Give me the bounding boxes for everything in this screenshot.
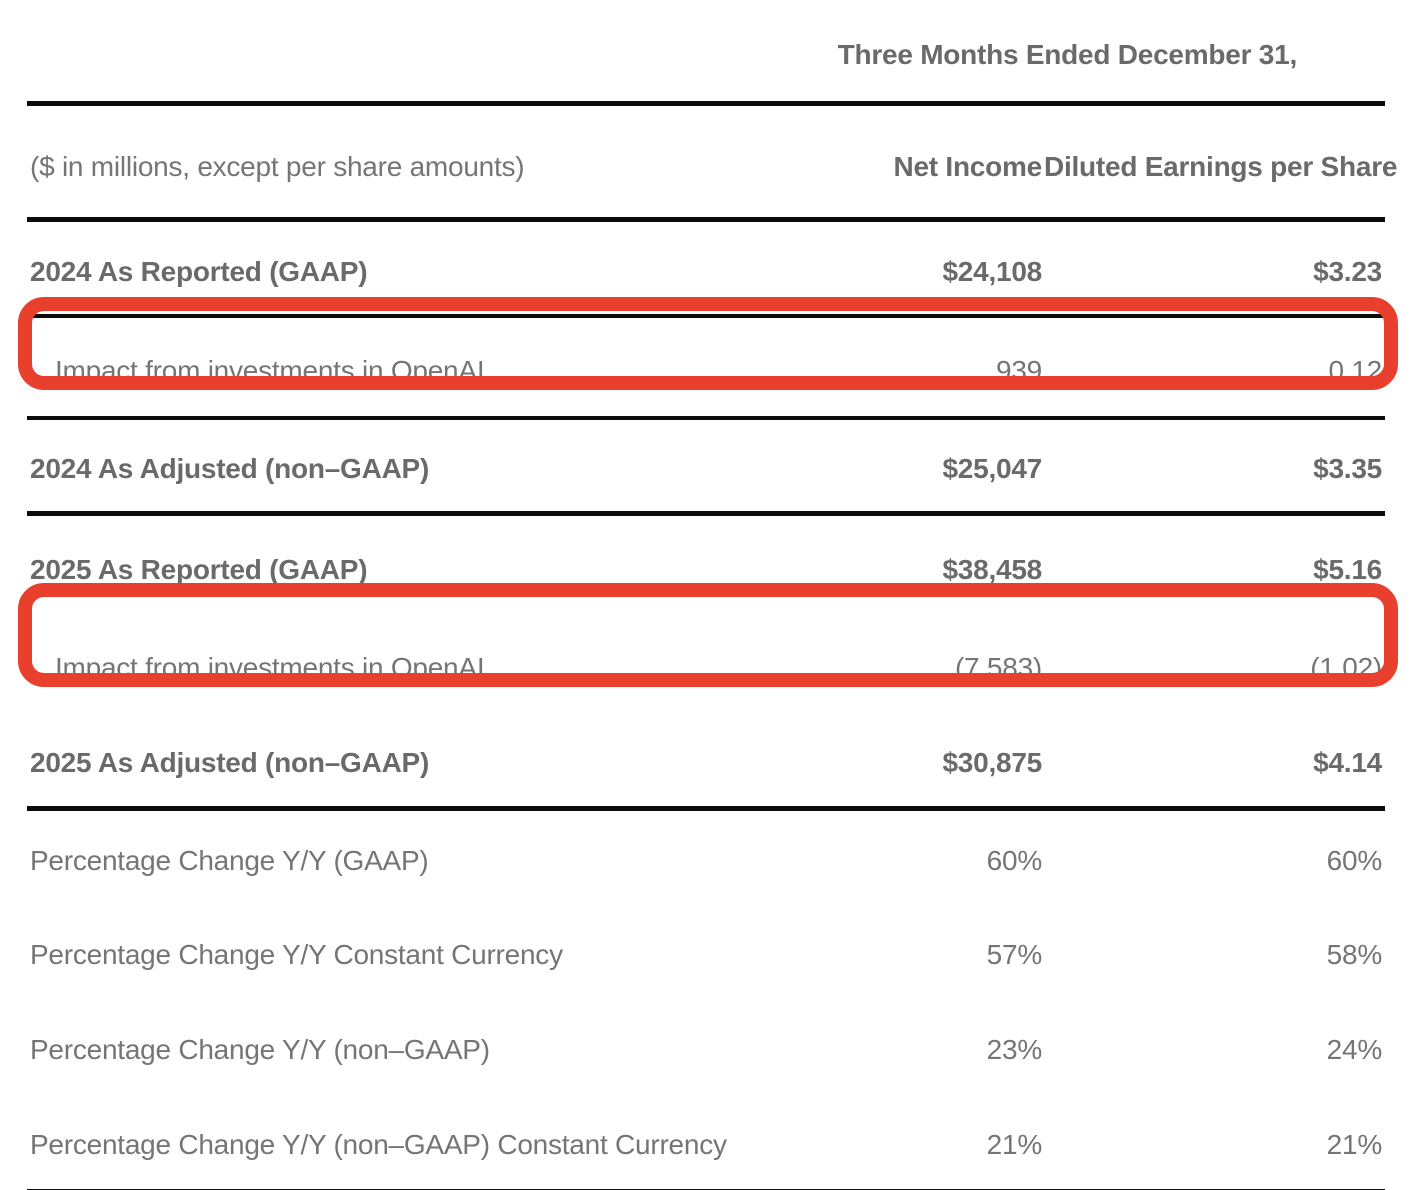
diluted-eps-value: 60% <box>1326 845 1383 877</box>
net-income-value: $25,047 <box>942 453 1042 485</box>
diluted-eps-value: (1.02) <box>1310 652 1382 683</box>
units-note: ($ in millions, except per share amounts… <box>27 103 857 222</box>
net-income-value: 23% <box>986 1034 1043 1065</box>
net-income-value: 21% <box>986 1129 1043 1161</box>
row-label: Percentage Change Y/Y (non–GAAP) Constan… <box>30 1129 727 1161</box>
diluted-eps-value: $4.14 <box>1313 746 1382 778</box>
row-label: 2024 As Adjusted (non–GAAP) <box>30 453 430 485</box>
column-header-diluted-eps: Diluted Earnings per Share <box>1043 103 1397 222</box>
net-income-value: (7,583) <box>954 652 1042 683</box>
table-row: 2025 As Reported (GAAP) $38,458 $5.16 <box>27 514 1385 617</box>
period-header-row: Three Months Ended December 31, <box>27 0 1385 106</box>
diluted-eps-value: 0.12 <box>1328 354 1382 386</box>
table-row: Percentage Change Y/Y (non–GAAP) Constan… <box>27 1094 1385 1190</box>
row-label: Impact from investments in OpenAI <box>55 652 485 683</box>
row-label: Percentage Change Y/Y (non–GAAP) <box>30 1034 490 1065</box>
diluted-eps-value: 21% <box>1326 1129 1383 1161</box>
row-label: 2025 As Reported (GAAP) <box>30 554 368 586</box>
column-header-row: ($ in millions, except per share amounts… <box>27 103 1397 222</box>
net-income-value: 60% <box>986 845 1043 877</box>
diluted-eps-value: 24% <box>1326 1034 1383 1065</box>
column-header-net-income: Net Income <box>857 103 1043 222</box>
table-row: Impact from investments in OpenAI 939 0.12 <box>27 316 1385 418</box>
table-row: 2024 As Reported (GAAP) $24,108 $3.23 <box>27 220 1385 316</box>
diluted-eps-value: 58% <box>1326 939 1383 970</box>
table-row: 2025 As Adjusted (non–GAAP) $30,875 $4.14 <box>27 712 1385 809</box>
net-income-value: 939 <box>996 354 1042 386</box>
table-row: Percentage Change Y/Y (non–GAAP) 23% 24% <box>27 999 1385 1094</box>
net-income-value: $30,875 <box>942 746 1042 778</box>
row-label: 2024 As Reported (GAAP) <box>30 255 368 287</box>
net-income-value: 57% <box>986 939 1043 970</box>
row-label: Impact from investments in OpenAI <box>55 354 485 386</box>
net-income-value: $24,108 <box>942 255 1042 287</box>
table-row: Percentage Change Y/Y Constant Currency 5… <box>27 904 1385 999</box>
row-label: Percentage Change Y/Y (GAAP) <box>30 845 429 877</box>
table-row: Impact from investments in OpenAI (7,583)… <box>27 617 1385 712</box>
table-row: Percentage Change Y/Y (GAAP) 60% 60% <box>27 809 1385 904</box>
table-row: 2024 As Adjusted (non–GAAP) $25,047 $3.35 <box>27 418 1385 514</box>
diluted-eps-value: $3.35 <box>1313 453 1382 485</box>
row-label: Percentage Change Y/Y Constant Currency <box>30 939 563 970</box>
period-header: Three Months Ended December 31, <box>27 0 1385 106</box>
row-label: 2025 As Adjusted (non–GAAP) <box>30 746 430 778</box>
net-income-value: $38,458 <box>942 554 1042 586</box>
table-body: 2024 As Reported (GAAP) $24,108 $3.23 Impac… <box>27 220 1385 1190</box>
diluted-eps-value: $3.23 <box>1313 255 1382 287</box>
diluted-eps-value: $5.16 <box>1313 554 1382 586</box>
net-income-reconciliation-table: Three Months Ended December 31, ($ in mi… <box>27 0 1397 1190</box>
